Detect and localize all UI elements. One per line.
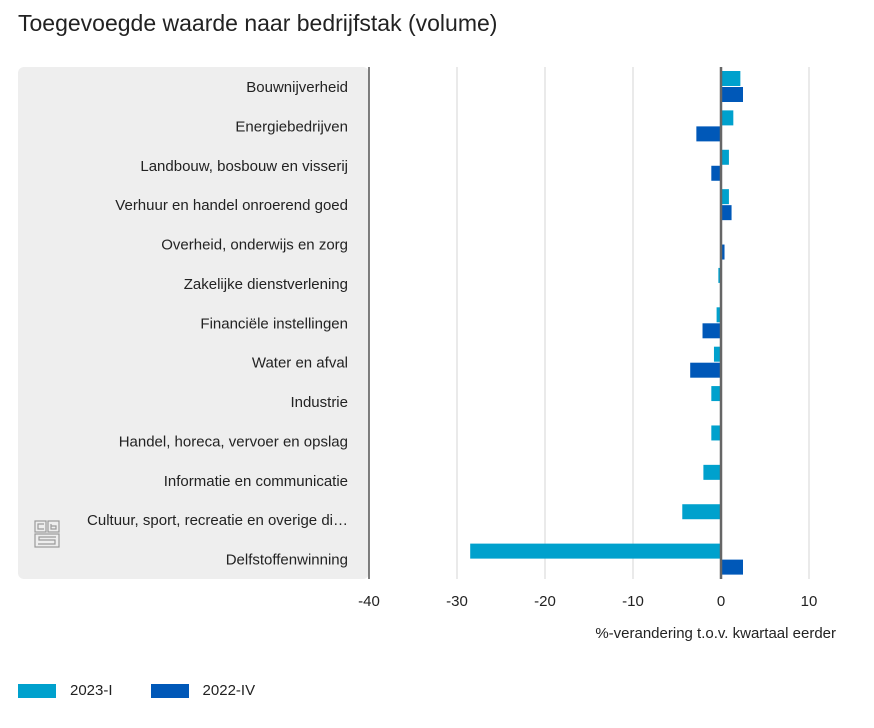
bar-2022-iv — [690, 362, 721, 378]
bar-2023-i — [682, 504, 721, 520]
category-label: Cultuur, sport, recreatie en overige di… — [87, 512, 348, 529]
x-tick-label: 0 — [717, 593, 725, 610]
legend-label: 2022-IV — [202, 682, 256, 699]
x-tick-label: -10 — [622, 593, 644, 610]
x-tick-label: -30 — [446, 593, 468, 610]
legend-item[interactable]: 2022-IV — [150, 682, 256, 699]
bar-2022-iv — [702, 323, 721, 339]
bar-2023-i — [721, 189, 729, 205]
x-tick-label: -20 — [534, 593, 556, 610]
category-label: Zakelijke dienstverlening — [184, 276, 348, 293]
legend: 2023-I 2022-IV — [18, 682, 293, 699]
category-label: Verhuur en handel onroerend goed — [115, 197, 348, 214]
bar-2023-i — [711, 386, 721, 402]
category-label: Delfstoffenwinning — [226, 552, 348, 569]
legend-item[interactable]: 2023-I — [18, 682, 113, 699]
x-tick-label: -40 — [358, 593, 380, 610]
category-label: Bouwnijverheid — [246, 79, 348, 96]
x-axis-title: %-verandering t.o.v. kwartaal eerder — [595, 625, 836, 642]
category-label: Overheid, onderwijs en zorg — [161, 237, 348, 254]
category-label: Industrie — [290, 394, 348, 411]
bar-2023-i — [711, 425, 721, 441]
bar-2022-iv — [696, 126, 721, 142]
bar-2023-i — [713, 346, 721, 362]
category-label: Informatie en communicatie — [164, 473, 348, 490]
bar-2023-i — [703, 464, 721, 480]
category-label: Water en afval — [252, 355, 348, 372]
category-label: Handel, horeca, vervoer en opslag — [119, 433, 348, 450]
bar-2022-iv — [711, 165, 721, 181]
bar-2022-iv — [721, 205, 732, 221]
bar-2022-iv — [721, 87, 743, 102]
category-label: Energiebedrijven — [235, 118, 348, 135]
bar-2023-i — [470, 543, 721, 559]
bar-2023-i — [721, 110, 734, 126]
bar-2023-i — [721, 149, 729, 165]
legend-label: 2023-I — [70, 682, 113, 699]
bar-2023-i — [721, 71, 741, 86]
bar-2022-iv — [721, 559, 743, 575]
category-label-panel — [18, 67, 369, 579]
bar-2023-i — [718, 267, 721, 283]
bar-2023-i — [716, 307, 721, 323]
category-label: Landbouw, bosbouw en visserij — [140, 158, 348, 175]
legend-swatch — [18, 683, 56, 698]
bar-2022-iv — [721, 244, 725, 260]
cbs-logo-icon — [34, 520, 60, 548]
category-label: Financiële instellingen — [200, 315, 348, 332]
legend-swatch — [150, 683, 189, 698]
chart-title: Toegevoegde waarde naar bedrijfstak (vol… — [18, 10, 498, 36]
x-tick-label: 10 — [801, 593, 818, 610]
